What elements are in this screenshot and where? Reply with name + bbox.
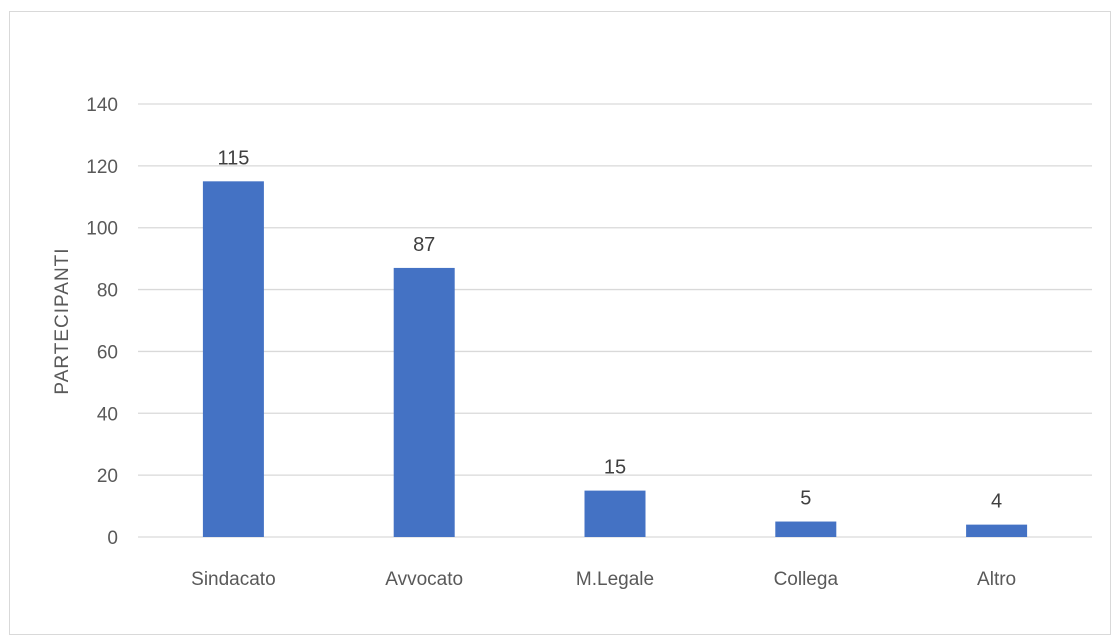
x-axis-ticks: Sindacato Avvocato M.Legale Collega Altro <box>191 569 1016 590</box>
data-label: 15 <box>604 457 626 479</box>
bar-m-legale <box>584 490 646 537</box>
x-tick-label: M.Legale <box>576 569 654 590</box>
y-tick-label: 40 <box>97 404 118 425</box>
y-tick-label: 0 <box>107 528 118 549</box>
y-tick-label: 20 <box>97 466 118 487</box>
chart-frame <box>9 11 1111 635</box>
y-tick-label: 100 <box>86 219 118 240</box>
bar-sindacato <box>202 181 264 538</box>
data-label: 5 <box>800 488 811 510</box>
y-tick-label: 120 <box>86 157 118 178</box>
bar-avvocato <box>393 267 455 537</box>
bars <box>202 181 1028 538</box>
x-tick-label: Collega <box>774 569 839 590</box>
gridlines <box>138 103 1092 538</box>
data-label: 115 <box>217 147 249 169</box>
data-label: 4 <box>991 491 1002 513</box>
y-axis-title: PARTECIPANTI <box>52 247 73 394</box>
x-tick-label: Altro <box>977 569 1016 590</box>
data-labels: 115 87 15 5 4 <box>217 147 1002 512</box>
x-tick-label: Sindacato <box>191 569 276 590</box>
y-tick-label: 80 <box>97 281 118 302</box>
y-tick-label: 60 <box>97 342 118 363</box>
x-tick-label: Avvocato <box>385 569 463 590</box>
y-tick-label: 140 <box>86 95 118 116</box>
bar-collega <box>775 521 837 537</box>
y-axis-ticks: 0 20 40 60 80 100 120 140 <box>86 95 118 549</box>
bar-altro <box>966 524 1028 537</box>
data-label: 87 <box>413 234 435 256</box>
